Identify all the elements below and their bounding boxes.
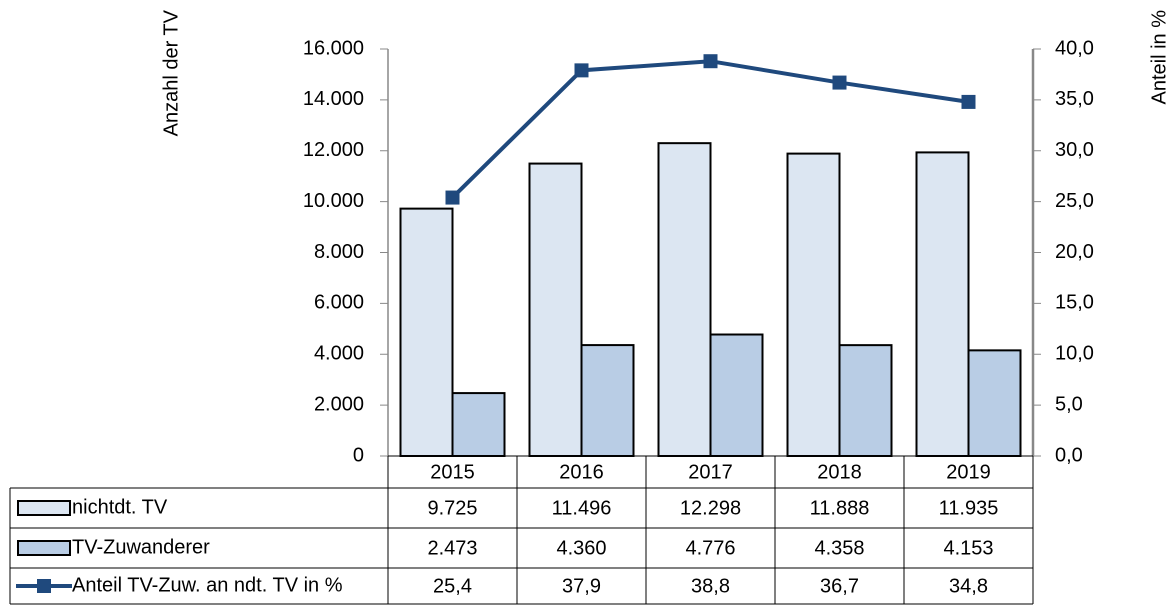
y2-tick-label: 35,0 — [1055, 88, 1094, 110]
table-value: 25,4 — [433, 575, 472, 597]
y2-tick-label: 20,0 — [1055, 241, 1094, 263]
marker — [445, 190, 460, 205]
y2-tick-label: 25,0 — [1055, 190, 1094, 212]
table-value: 2.473 — [427, 537, 477, 559]
table-value: 11.935 — [939, 497, 999, 519]
bar — [967, 349, 1022, 457]
y2-tick-label: 10,0 — [1055, 343, 1094, 365]
table-value: 38,8 — [691, 575, 730, 597]
bar — [399, 207, 454, 457]
legend-label: nichtdt. TV — [72, 496, 168, 518]
bar — [580, 344, 635, 457]
bar — [915, 151, 970, 457]
bar — [528, 162, 583, 457]
y2-axis-title: Anteil in % — [1148, 10, 1170, 105]
bar — [657, 142, 712, 458]
x-tick-label: 2019 — [946, 461, 991, 483]
y2-tick-label: 5,0 — [1055, 393, 1083, 415]
y2-tick-label: 0,0 — [1055, 444, 1083, 466]
x-tick-label: 2017 — [688, 461, 733, 483]
x-tick-label: 2018 — [817, 461, 862, 483]
y2-tick-label: 15,0 — [1055, 292, 1094, 314]
table-value: 11.888 — [810, 497, 870, 519]
legend-key — [37, 579, 51, 593]
marker — [703, 54, 718, 69]
y-tick-label: 0 — [353, 444, 364, 466]
table-value: 4.360 — [556, 537, 606, 559]
y-tick-label: 10.000 — [303, 190, 364, 212]
table-value: 4.358 — [814, 537, 864, 559]
legend-label: Anteil TV-Zuw. an ndt. TV in % — [72, 574, 343, 596]
bar — [451, 392, 506, 457]
legend-key — [17, 500, 71, 516]
table-value: 36,7 — [820, 575, 859, 597]
x-tick-label: 2015 — [430, 461, 475, 483]
legend-label: TV-Zuwanderer — [72, 536, 210, 558]
table-value: 9.725 — [427, 497, 477, 519]
y-tick-label: 4.000 — [314, 343, 364, 365]
table-value: 34,8 — [949, 575, 988, 597]
table-value: 11.496 — [552, 497, 612, 519]
y2-tick-label: 40,0 — [1055, 37, 1094, 59]
table-value: 4.776 — [685, 537, 735, 559]
y-tick-label: 14.000 — [303, 88, 364, 110]
marker — [574, 63, 589, 78]
table-value: 4.153 — [943, 537, 993, 559]
marker — [961, 94, 976, 109]
y-tick-label: 6.000 — [314, 292, 364, 314]
y-tick-label: 12.000 — [303, 139, 364, 161]
y-tick-label: 16.000 — [303, 37, 364, 59]
bar — [838, 344, 893, 457]
y-tick-label: 2.000 — [314, 393, 364, 415]
y2-tick-label: 30,0 — [1055, 139, 1094, 161]
marker — [832, 75, 847, 90]
table-value: 37,9 — [562, 575, 601, 597]
bar — [709, 333, 764, 457]
y-tick-label: 8.000 — [314, 241, 364, 263]
y-axis-title: Anzahl der TV — [160, 9, 182, 136]
table-value: 12.298 — [680, 497, 741, 519]
legend-key — [17, 540, 71, 556]
bar — [786, 152, 841, 457]
x-tick-label: 2016 — [559, 461, 604, 483]
